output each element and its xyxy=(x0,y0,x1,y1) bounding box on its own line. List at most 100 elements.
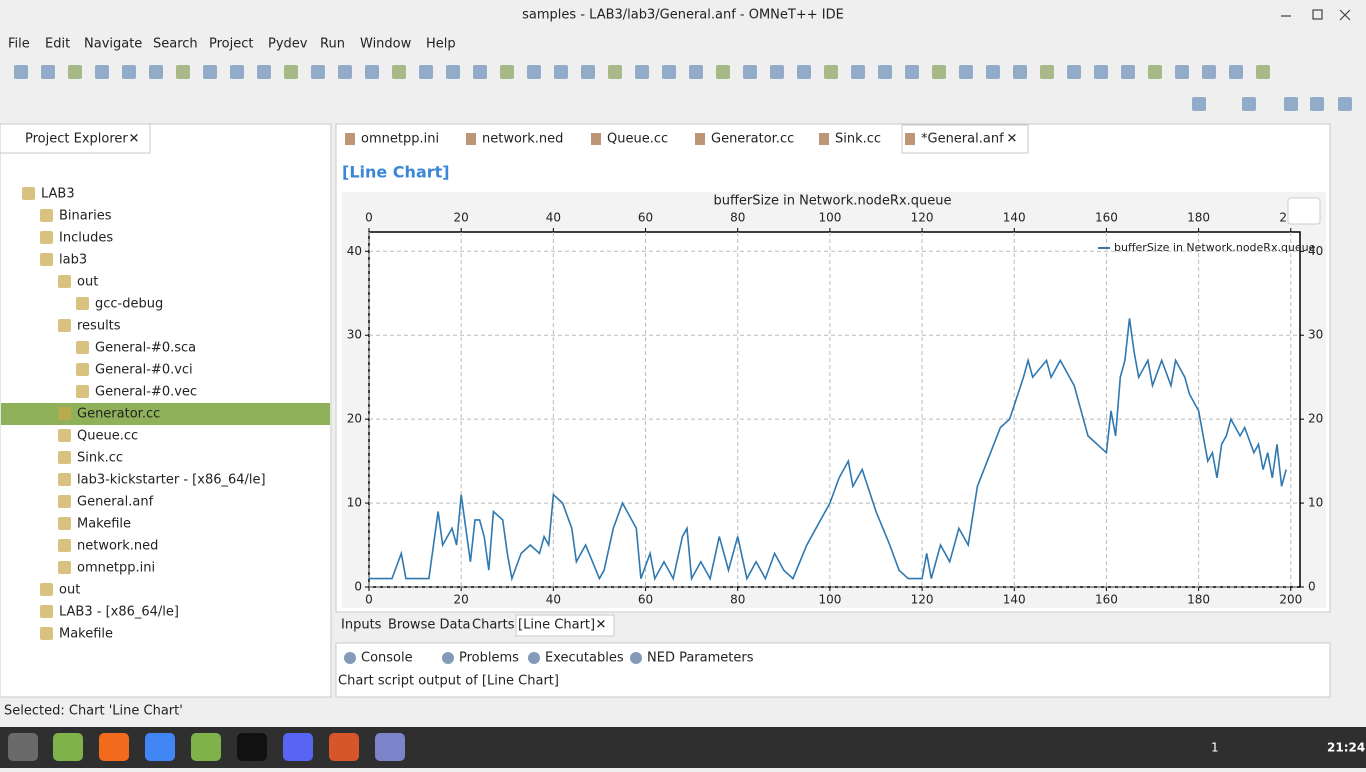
toolbar-button[interactable] xyxy=(419,65,433,79)
toolbar-button[interactable] xyxy=(41,65,55,79)
tree-item[interactable]: network.ned xyxy=(77,539,158,554)
toolbar-button[interactable] xyxy=(68,65,82,79)
tree-item[interactable]: Includes xyxy=(59,231,113,246)
close-icon[interactable]: ✕ xyxy=(1007,132,1018,147)
toolbar-button[interactable] xyxy=(149,65,163,79)
toolbar-button[interactable] xyxy=(770,65,784,79)
toolbar-button[interactable] xyxy=(392,65,406,79)
tree-item[interactable]: Queue.cc xyxy=(77,429,138,444)
toolbar-button[interactable] xyxy=(878,65,892,79)
editor-tab[interactable]: Generator.cc xyxy=(711,132,794,147)
toolbar-button[interactable] xyxy=(986,65,1000,79)
tree-item[interactable]: omnetpp.ini xyxy=(77,561,155,576)
menu-item[interactable]: Pydev xyxy=(268,37,308,52)
tree-item[interactable]: LAB3 - [x86_64/le] xyxy=(59,605,179,620)
toolbar-button[interactable] xyxy=(1202,65,1216,79)
console-tab[interactable]: Executables xyxy=(545,651,624,666)
toolbar-button[interactable] xyxy=(608,65,622,79)
toolbar-button[interactable] xyxy=(176,65,190,79)
chart-tab[interactable]: Browse Data xyxy=(388,618,471,633)
menu-item[interactable]: Run xyxy=(320,37,345,52)
toolbar-button[interactable] xyxy=(1284,97,1298,111)
editor-tab[interactable]: omnetpp.ini xyxy=(361,132,439,147)
toolbar-button[interactable] xyxy=(662,65,676,79)
taskbar-app[interactable] xyxy=(99,733,129,761)
toolbar-button[interactable] xyxy=(1310,97,1324,111)
taskbar-app[interactable] xyxy=(145,733,175,761)
taskbar-app[interactable] xyxy=(237,733,267,761)
tree-item[interactable]: lab3 xyxy=(59,253,87,268)
toolbar-button[interactable] xyxy=(635,65,649,79)
toolbar-button[interactable] xyxy=(824,65,838,79)
toolbar-button[interactable] xyxy=(743,65,757,79)
tree-item[interactable]: out xyxy=(59,583,80,598)
toolbar-button[interactable] xyxy=(1192,97,1206,111)
tree-item[interactable]: Sink.cc xyxy=(77,451,123,466)
chart-tab[interactable]: [Line Chart] xyxy=(518,618,595,633)
toolbar-button[interactable] xyxy=(581,65,595,79)
toolbar-button[interactable] xyxy=(959,65,973,79)
toolbar-button[interactable] xyxy=(1229,65,1243,79)
chart-tab[interactable]: Charts xyxy=(472,618,515,633)
tree-item[interactable]: lab3-kickstarter - [x86_64/le] xyxy=(77,473,266,488)
toolbar-button[interactable] xyxy=(716,65,730,79)
toolbar-button[interactable] xyxy=(1148,65,1162,79)
toolbar-button[interactable] xyxy=(1121,65,1135,79)
toolbar-button[interactable] xyxy=(1175,65,1189,79)
toolbar-button[interactable] xyxy=(1040,65,1054,79)
taskbar-app[interactable] xyxy=(283,733,313,761)
tree-item[interactable]: results xyxy=(77,319,121,334)
editor-tab[interactable]: *General.anf xyxy=(921,132,1004,147)
tree-item[interactable]: Makefile xyxy=(77,517,131,532)
toolbar-button[interactable] xyxy=(689,65,703,79)
tree-item[interactable]: General-#0.vec xyxy=(95,385,197,400)
toolbar-button[interactable] xyxy=(473,65,487,79)
menu-item[interactable]: Window xyxy=(360,37,412,52)
toolbar-button[interactable] xyxy=(932,65,946,79)
menu-item[interactable]: Navigate xyxy=(84,37,142,52)
console-tab[interactable]: Problems xyxy=(459,651,519,666)
toolbar-button[interactable] xyxy=(851,65,865,79)
toolbar-button[interactable] xyxy=(500,65,514,79)
tree-item[interactable]: out xyxy=(77,275,98,290)
menu-item[interactable]: Search xyxy=(153,37,198,52)
toolbar-button[interactable] xyxy=(1094,65,1108,79)
close-icon[interactable]: ✕ xyxy=(129,132,140,147)
tree-item[interactable]: Binaries xyxy=(59,209,112,224)
editor-tab[interactable]: Queue.cc xyxy=(607,132,668,147)
console-tab[interactable]: NED Parameters xyxy=(647,651,754,666)
toolbar-button[interactable] xyxy=(338,65,352,79)
toolbar-button[interactable] xyxy=(905,65,919,79)
toolbar-button[interactable] xyxy=(257,65,271,79)
editor-tab[interactable]: network.ned xyxy=(482,132,563,147)
window-controls[interactable] xyxy=(1281,9,1351,21)
toolbar-button[interactable] xyxy=(203,65,217,79)
tree-item[interactable]: General-#0.vci xyxy=(95,363,193,378)
tree-item[interactable]: General.anf xyxy=(77,495,154,510)
close-icon[interactable]: ✕ xyxy=(596,618,607,633)
taskbar-app[interactable] xyxy=(8,733,38,761)
toolbar-button[interactable] xyxy=(1013,65,1027,79)
toolbar-button[interactable] xyxy=(230,65,244,79)
toolbar-button[interactable] xyxy=(284,65,298,79)
taskbar-app[interactable] xyxy=(53,733,83,761)
menu-item[interactable]: Project xyxy=(209,37,253,52)
panel-tab[interactable] xyxy=(0,123,151,154)
toolbar-button[interactable] xyxy=(122,65,136,79)
editor-tab[interactable]: Sink.cc xyxy=(835,132,881,147)
chart-tab[interactable]: Inputs xyxy=(341,618,382,633)
toolbar-button[interactable] xyxy=(95,65,109,79)
taskbar-app[interactable] xyxy=(329,733,359,761)
tree-item[interactable]: LAB3 xyxy=(41,187,75,202)
toolbar-button[interactable] xyxy=(554,65,568,79)
toolbar-button[interactable] xyxy=(797,65,811,79)
taskbar-app[interactable] xyxy=(375,733,405,761)
toolbar-button[interactable] xyxy=(1256,65,1270,79)
toolbar-button[interactable] xyxy=(365,65,379,79)
tree-item[interactable]: gcc-debug xyxy=(95,297,163,312)
menu-item[interactable]: File xyxy=(8,37,30,52)
toolbar-button[interactable] xyxy=(1338,97,1352,111)
console-tab[interactable]: Console xyxy=(361,651,413,666)
toolbar-button[interactable] xyxy=(311,65,325,79)
toolbar-button[interactable] xyxy=(527,65,541,79)
